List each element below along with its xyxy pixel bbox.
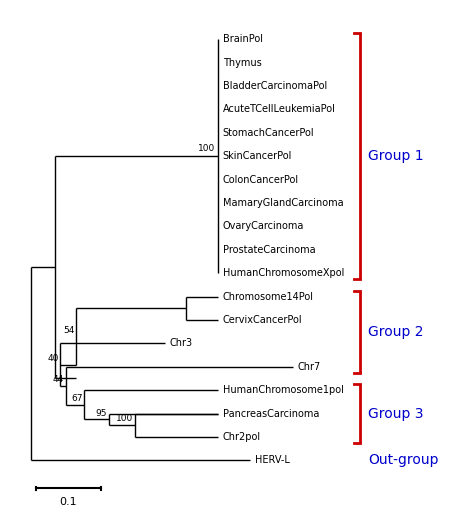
Text: ProstateCarcinoma: ProstateCarcinoma <box>223 245 315 255</box>
Text: OvaryCarcinoma: OvaryCarcinoma <box>223 221 304 231</box>
Text: 100: 100 <box>198 144 216 154</box>
Text: 95: 95 <box>95 409 107 418</box>
Text: 0.1: 0.1 <box>60 497 77 506</box>
Text: HERV-L: HERV-L <box>255 455 290 465</box>
Text: BrainPol: BrainPol <box>223 34 263 44</box>
Text: 67: 67 <box>72 394 83 403</box>
Text: Thymus: Thymus <box>223 58 261 68</box>
Text: AcuteTCellLeukemiaPol: AcuteTCellLeukemiaPol <box>223 104 336 115</box>
Text: StomachCancerPol: StomachCancerPol <box>223 128 314 138</box>
Text: Chromosome14Pol: Chromosome14Pol <box>223 292 313 302</box>
Text: Out-group: Out-group <box>368 453 438 467</box>
Text: Group 2: Group 2 <box>368 325 424 338</box>
Text: HumanChromosomeXpol: HumanChromosomeXpol <box>223 268 344 278</box>
Text: 54: 54 <box>64 326 75 334</box>
Text: CervixCancerPol: CervixCancerPol <box>223 315 302 325</box>
Text: 100: 100 <box>117 414 134 423</box>
Text: ColonCancerPol: ColonCancerPol <box>223 175 299 185</box>
Text: Chr3: Chr3 <box>169 338 192 348</box>
Text: 40: 40 <box>47 354 59 362</box>
Text: Chr2pol: Chr2pol <box>223 432 261 442</box>
Text: HumanChromosome1pol: HumanChromosome1pol <box>223 385 344 395</box>
Text: MamaryGlandCarcinoma: MamaryGlandCarcinoma <box>223 198 343 208</box>
Text: Group 1: Group 1 <box>368 149 424 163</box>
Text: SkinCancerPol: SkinCancerPol <box>223 151 292 161</box>
Text: Chr7: Chr7 <box>298 362 321 372</box>
Text: BladderCarcinomaPol: BladderCarcinomaPol <box>223 81 327 91</box>
Text: 44: 44 <box>53 375 64 384</box>
Text: PancreasCarcinoma: PancreasCarcinoma <box>223 409 319 419</box>
Text: Group 3: Group 3 <box>368 407 424 420</box>
